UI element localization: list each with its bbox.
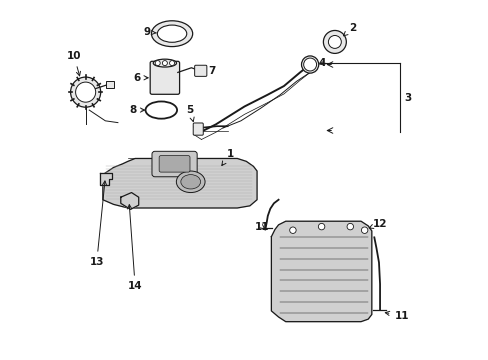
Text: 11: 11: [254, 222, 268, 231]
FancyBboxPatch shape: [150, 61, 179, 94]
Circle shape: [361, 227, 367, 233]
Text: 6: 6: [133, 73, 148, 83]
Circle shape: [289, 227, 296, 233]
Ellipse shape: [176, 171, 204, 193]
FancyBboxPatch shape: [194, 65, 206, 76]
Circle shape: [70, 77, 101, 107]
Ellipse shape: [151, 21, 192, 46]
Text: 12: 12: [368, 219, 386, 229]
Text: 10: 10: [67, 51, 81, 76]
Ellipse shape: [157, 25, 186, 42]
Circle shape: [318, 224, 324, 230]
FancyBboxPatch shape: [152, 151, 197, 177]
Text: 1: 1: [222, 149, 233, 166]
Polygon shape: [271, 221, 371, 321]
Circle shape: [169, 60, 174, 66]
Text: 4: 4: [318, 58, 325, 68]
Text: 13: 13: [89, 181, 106, 267]
Polygon shape: [100, 173, 112, 185]
Circle shape: [303, 58, 316, 71]
Circle shape: [76, 82, 96, 102]
Text: 8: 8: [129, 105, 144, 115]
Text: 7: 7: [201, 66, 215, 76]
Ellipse shape: [153, 59, 176, 67]
Circle shape: [162, 60, 167, 66]
Text: 2: 2: [343, 23, 356, 36]
Polygon shape: [121, 193, 139, 210]
Text: 11: 11: [385, 311, 408, 320]
Circle shape: [323, 31, 346, 53]
Ellipse shape: [301, 56, 318, 73]
Circle shape: [346, 224, 353, 230]
FancyBboxPatch shape: [193, 123, 203, 135]
Text: 9: 9: [143, 27, 156, 37]
Ellipse shape: [181, 175, 200, 189]
Bar: [106, 81, 114, 88]
Text: 14: 14: [127, 204, 142, 291]
Text: 3: 3: [403, 93, 410, 103]
FancyBboxPatch shape: [159, 156, 190, 172]
Text: 5: 5: [186, 105, 194, 122]
Polygon shape: [102, 158, 257, 208]
Circle shape: [155, 60, 160, 66]
Circle shape: [328, 36, 341, 48]
